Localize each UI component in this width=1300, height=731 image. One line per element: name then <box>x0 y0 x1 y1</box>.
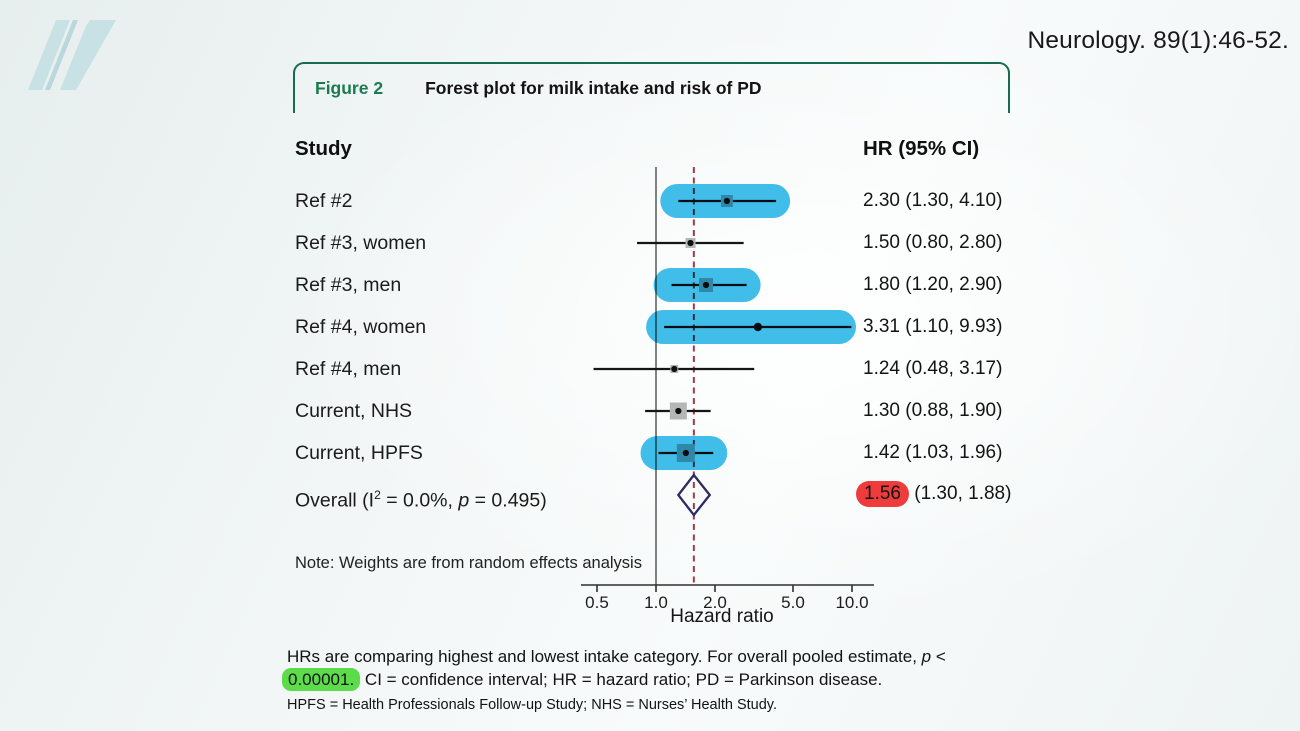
neurology-n-logo <box>28 20 116 90</box>
hr-marker-dot <box>682 449 689 457</box>
hr-value: 1.50 (0.80, 2.80) <box>863 232 1003 253</box>
study-label: Ref #2 <box>295 190 353 212</box>
figure-title: Forest plot for milk intake and risk of … <box>425 78 762 98</box>
x-axis-label: Hazard ratio <box>670 606 774 627</box>
study-label: Current, NHS <box>295 400 413 422</box>
column-header-hr: HR (95% CI) <box>863 137 980 160</box>
hr-value: 1.30 (0.88, 1.90) <box>863 400 1003 421</box>
red-highlight-pill: 1.56 <box>856 481 909 507</box>
caption-line-2: 0.00001. CI = confidence interval; HR = … <box>282 668 1019 691</box>
figure-label: Figure 2 <box>315 78 384 98</box>
figure-header-box: Figure 2 Forest plot for milk intake and… <box>293 62 1010 113</box>
hr-value: 1.42 (1.03, 1.96) <box>863 442 1003 463</box>
x-tick-label: 2.0 <box>703 593 727 612</box>
x-tick-label: 5.0 <box>781 593 805 612</box>
weights-note: Note: Weights are from random effects an… <box>295 554 642 572</box>
x-tick-label: 10.0 <box>835 593 868 612</box>
study-label: Ref #3, women <box>295 232 427 254</box>
journal-citation: Neurology. 89(1):46-52. <box>1027 27 1289 54</box>
overall-study-label: Overall (I2 = 0.0%, p = 0.495) <box>295 488 547 512</box>
hr-value: 2.30 (1.30, 4.10) <box>863 190 1003 211</box>
study-label: Current, HPFS <box>295 442 423 464</box>
overall-hr-value: 1.56 (1.30, 1.88) <box>856 481 1011 507</box>
hr-value: 1.80 (1.20, 2.90) <box>863 274 1003 295</box>
study-label: Ref #4, men <box>295 358 402 380</box>
green-highlight-pill: 0.00001. <box>282 668 361 691</box>
hr-marker-dot <box>687 239 694 247</box>
hr-marker-dot <box>753 322 763 332</box>
caption-line-3: HPFS = Health Professionals Follow-up St… <box>287 697 777 713</box>
study-label: Ref #4, women <box>295 316 427 338</box>
hr-value: 3.31 (1.10, 9.93) <box>863 316 1003 337</box>
hr-marker-dot <box>702 281 710 289</box>
hr-marker-dot <box>723 197 730 205</box>
x-tick-label: 0.5 <box>585 593 609 612</box>
plot-marks <box>593 167 852 585</box>
caption-line-1: HRs are comparing highest and lowest int… <box>287 647 946 666</box>
column-header-study: Study <box>295 137 352 160</box>
hr-marker-dot <box>671 365 678 373</box>
x-tick-label: 1.0 <box>644 593 668 612</box>
overall-diamond <box>676 473 712 517</box>
overall-ci-text: (1.30, 1.88) <box>908 483 1012 504</box>
figure-caption: HRs are comparing highest and lowest int… <box>282 645 1019 717</box>
study-label: Ref #3, men <box>295 274 402 296</box>
hr-marker-dot <box>675 407 682 415</box>
hr-value: 1.24 (0.48, 3.17) <box>863 358 1003 379</box>
